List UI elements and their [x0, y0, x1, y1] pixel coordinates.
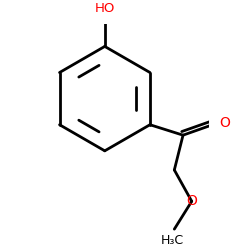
Text: O: O	[220, 116, 230, 130]
Text: HO: HO	[94, 2, 115, 15]
Text: O: O	[186, 194, 197, 208]
Text: H₃C: H₃C	[161, 234, 184, 247]
